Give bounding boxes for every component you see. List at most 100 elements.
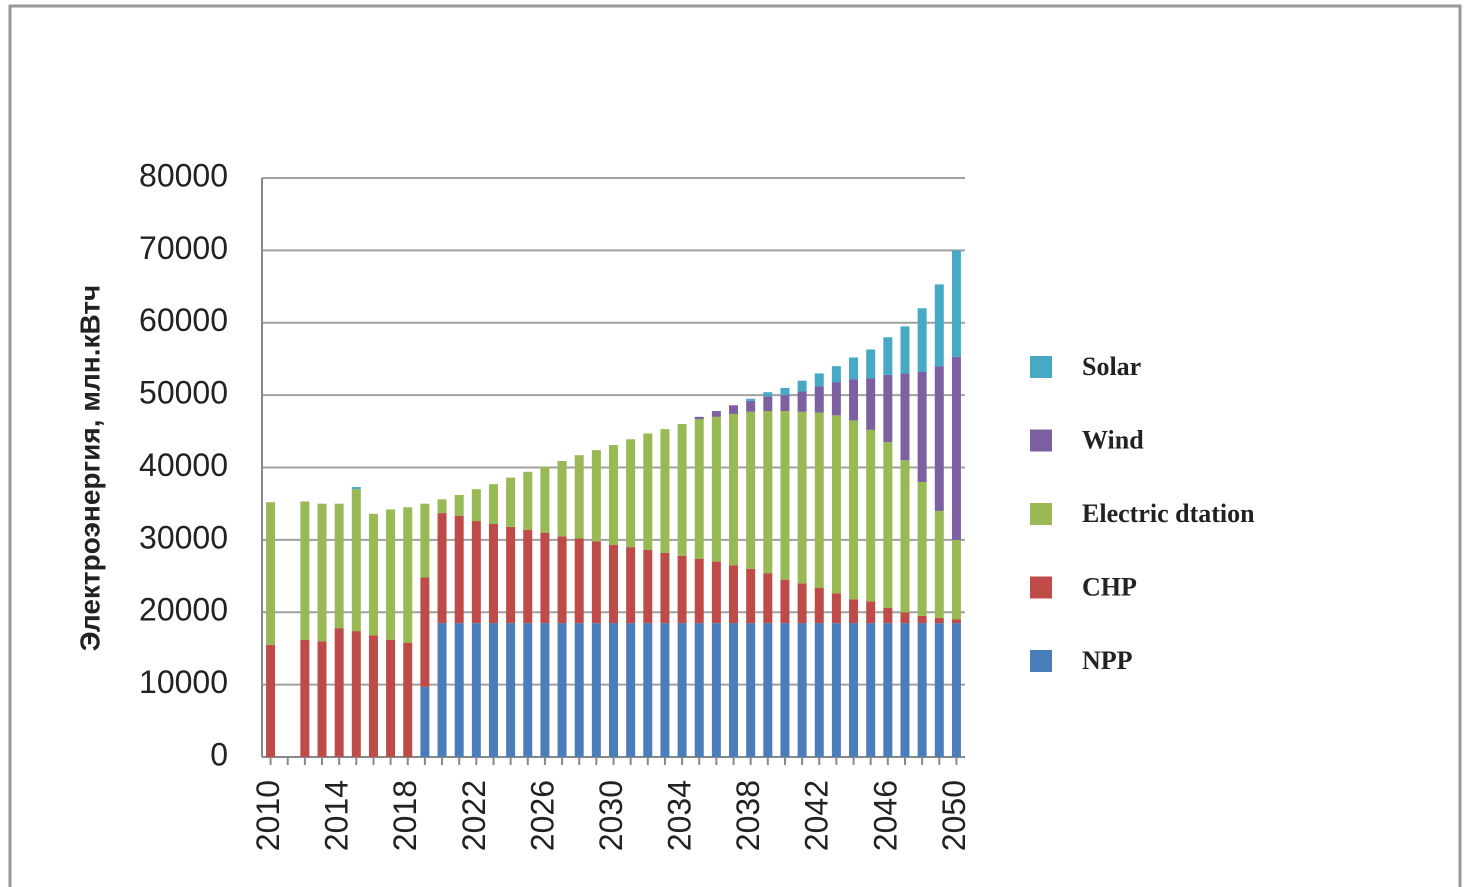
y-tick-label: 0 bbox=[210, 736, 228, 772]
bar-segment bbox=[866, 378, 876, 430]
bar-segment bbox=[660, 623, 670, 757]
bar-segment bbox=[883, 442, 893, 608]
x-tick-label: 2034 bbox=[662, 780, 698, 851]
legend-swatch bbox=[1030, 650, 1052, 672]
bar-segment bbox=[883, 374, 893, 443]
bar-segment bbox=[574, 455, 584, 539]
bar-segment bbox=[763, 392, 773, 397]
y-tick-label: 70000 bbox=[139, 230, 228, 266]
bar-segment bbox=[471, 623, 481, 757]
y-tick-label: 20000 bbox=[139, 592, 228, 628]
bar-segment bbox=[540, 466, 550, 533]
bar-segment bbox=[729, 405, 739, 414]
frame bbox=[8, 4, 1462, 887]
bar-segment bbox=[763, 623, 773, 757]
bar-segment bbox=[660, 552, 670, 624]
bar-segment bbox=[763, 396, 773, 412]
bar-segment bbox=[420, 503, 430, 578]
bar-segment bbox=[506, 526, 516, 624]
bar-segment bbox=[814, 412, 824, 588]
bar-segment bbox=[591, 541, 601, 624]
bar-segment bbox=[454, 515, 464, 624]
x-tick-label: 2038 bbox=[730, 780, 766, 851]
bar-segment bbox=[729, 565, 739, 624]
bar-segment bbox=[591, 623, 601, 757]
legend-label: Electric dtation bbox=[1082, 499, 1255, 528]
bar-segment bbox=[626, 439, 636, 548]
bar-segment bbox=[951, 539, 961, 620]
bar-segment bbox=[420, 577, 430, 687]
bar-segment bbox=[677, 555, 687, 624]
bar-segment bbox=[763, 573, 773, 624]
bar-segment bbox=[746, 568, 756, 624]
bar-segment bbox=[351, 489, 361, 632]
bar-segment bbox=[523, 623, 533, 757]
bar-segment bbox=[883, 607, 893, 624]
bar-segment bbox=[711, 623, 721, 757]
bar-segment bbox=[386, 509, 396, 640]
bar-segment bbox=[934, 366, 944, 511]
bar-segment bbox=[386, 639, 396, 757]
bar-segment bbox=[334, 503, 344, 629]
x-tick-label: 2014 bbox=[319, 780, 355, 851]
bar-segment bbox=[934, 623, 944, 757]
bar-segment bbox=[488, 523, 498, 624]
bar-segment bbox=[420, 686, 430, 757]
bar-segment bbox=[831, 382, 841, 416]
bar-segment bbox=[694, 558, 704, 624]
legend-label: CHP bbox=[1082, 572, 1137, 601]
bar-segment bbox=[540, 623, 550, 757]
bar-segment bbox=[523, 471, 533, 530]
bar-segment bbox=[934, 510, 944, 619]
bar-segment bbox=[951, 623, 961, 757]
bar-segment bbox=[557, 460, 567, 537]
bar-segment bbox=[609, 544, 618, 624]
bar-segment bbox=[557, 623, 567, 757]
bar-segment bbox=[677, 623, 687, 757]
bar-segment bbox=[266, 502, 276, 645]
bar-segment bbox=[317, 641, 327, 757]
bar-segment bbox=[317, 503, 327, 642]
bar-segment bbox=[746, 623, 756, 757]
bar-segment bbox=[626, 547, 636, 624]
bar-segment bbox=[814, 623, 824, 757]
bar-segment bbox=[471, 489, 481, 522]
x-tick-label: 2050 bbox=[936, 780, 972, 851]
bar-segment bbox=[934, 284, 944, 367]
bar-segment bbox=[266, 644, 276, 757]
bar-segment bbox=[454, 623, 464, 757]
bar-segment bbox=[591, 450, 601, 542]
bar-segment bbox=[403, 642, 413, 757]
bar-segment bbox=[866, 349, 876, 379]
bar-segment bbox=[746, 411, 756, 569]
bar-segment bbox=[643, 550, 653, 624]
bar-segment bbox=[746, 400, 756, 412]
y-tick-label: 30000 bbox=[139, 519, 228, 555]
y-axis-title: Электроэнергия, млн.кВтч bbox=[74, 285, 105, 652]
bar-segment bbox=[403, 507, 413, 643]
y-tick-label: 40000 bbox=[139, 447, 228, 483]
bar-segment bbox=[437, 623, 447, 757]
bar-segment bbox=[849, 420, 859, 600]
bar-segment bbox=[780, 579, 790, 624]
bar-segment bbox=[643, 623, 653, 757]
bar-segment bbox=[797, 583, 807, 624]
bar-segment bbox=[677, 424, 687, 556]
bar-segment bbox=[797, 391, 807, 412]
bar-segment bbox=[780, 387, 790, 396]
bar-segment bbox=[471, 521, 481, 624]
bar-segment bbox=[797, 623, 807, 757]
bar-segment bbox=[831, 366, 841, 383]
bar-segment bbox=[951, 250, 961, 357]
x-tick-label: 2030 bbox=[593, 780, 629, 851]
bar-segment bbox=[831, 623, 841, 757]
bar-segment bbox=[523, 529, 533, 624]
bar-segment bbox=[557, 536, 567, 624]
bar-segment bbox=[814, 587, 824, 624]
bar-segment bbox=[300, 639, 310, 757]
x-tick-label: 2010 bbox=[250, 780, 286, 851]
bar-segment bbox=[643, 433, 653, 551]
bar-segment bbox=[797, 411, 807, 584]
bar-segment bbox=[797, 380, 807, 392]
bar-segment bbox=[849, 623, 859, 757]
